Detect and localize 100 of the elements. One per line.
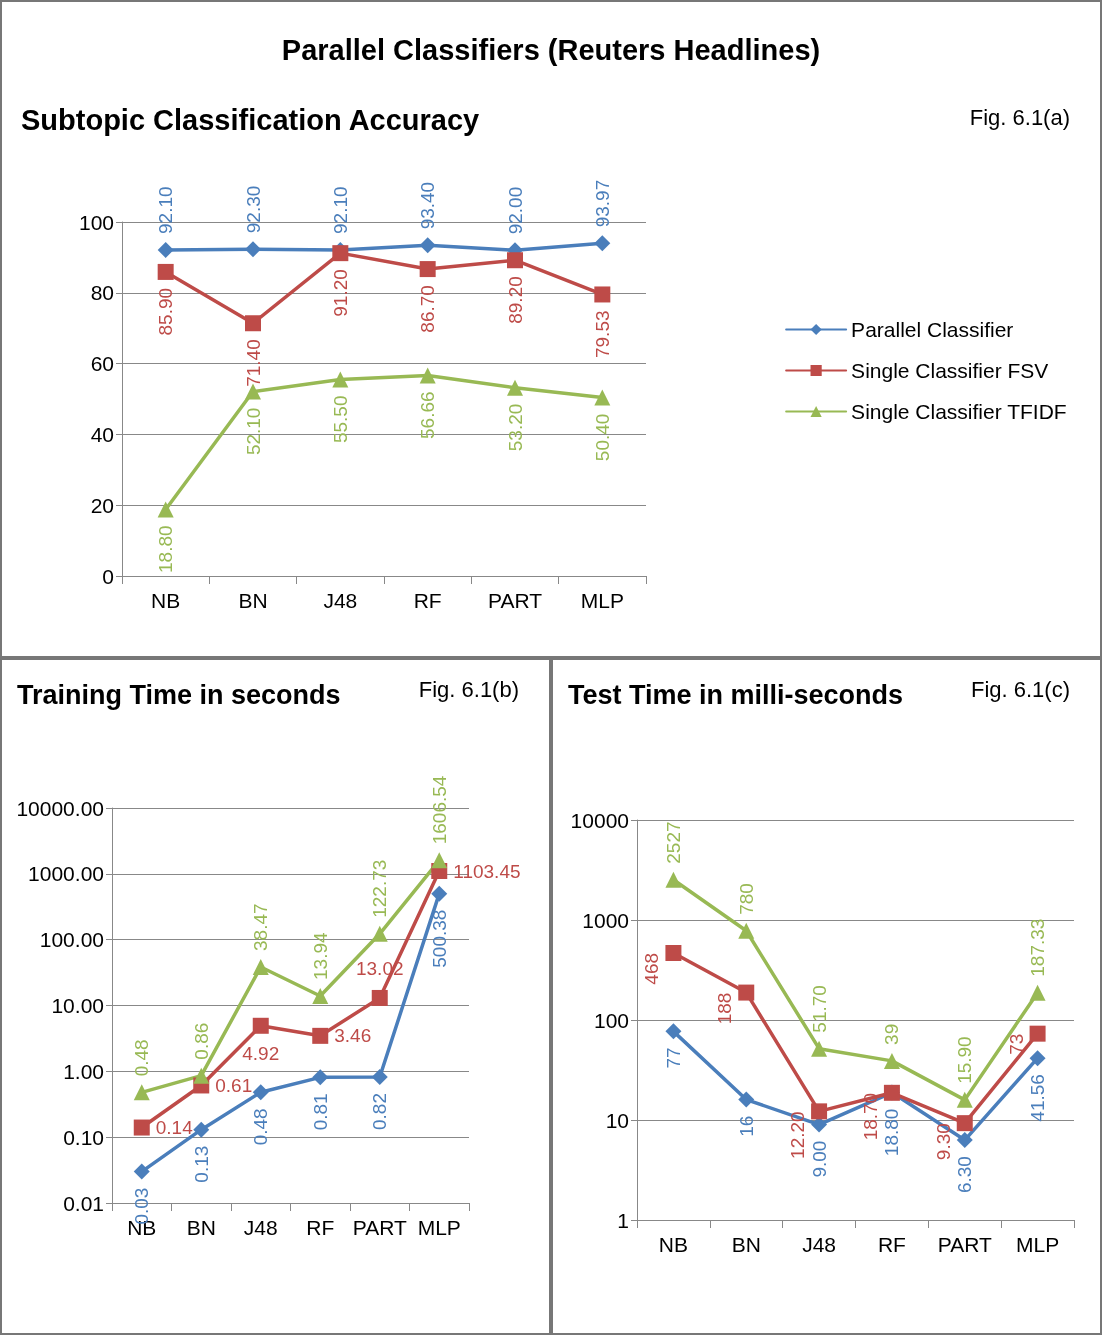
- data-label: 16: [735, 1115, 757, 1137]
- point: [738, 922, 755, 939]
- chart-title: Test Time in milli-seconds: [568, 679, 904, 710]
- point: [1029, 984, 1046, 1001]
- data-label: 92.30: [242, 185, 264, 234]
- legend-label: Parallel Classifier: [851, 318, 1014, 341]
- x-tick-label: BN: [186, 1216, 216, 1239]
- point: [419, 261, 436, 278]
- data-label: 92.10: [155, 186, 177, 234]
- point: [252, 1017, 269, 1034]
- data-label: 52.10: [242, 407, 264, 456]
- data-label: 89.20: [504, 276, 526, 324]
- y-tick-label: 100: [78, 210, 114, 234]
- y-tick-label: 80: [90, 281, 114, 305]
- point: [956, 1091, 973, 1108]
- y-tick-label: 10: [605, 1108, 629, 1132]
- data-label: 77: [662, 1047, 684, 1069]
- data-label: 0.14: [155, 1117, 194, 1139]
- data-label: 92.10: [329, 186, 351, 234]
- data-label: 79.53: [591, 310, 613, 359]
- x-tick-label: BN: [731, 1233, 761, 1256]
- x-tick-label: RF: [877, 1233, 906, 1256]
- data-label: 468: [641, 952, 663, 985]
- y-tick-label: 1000: [582, 908, 629, 932]
- data-label: 18.80: [155, 525, 177, 573]
- data-label: 39: [881, 1023, 903, 1045]
- data-label: 55.50: [329, 395, 351, 444]
- x-tick-label: RF: [413, 589, 442, 612]
- y-tick-label: 100: [593, 1008, 629, 1032]
- point: [1029, 1050, 1046, 1067]
- point: [431, 885, 448, 902]
- data-label: 12.20: [787, 1111, 809, 1159]
- x-tick-label: PART: [352, 1216, 407, 1239]
- point: [371, 925, 388, 942]
- y-tick-label: 40: [90, 422, 114, 446]
- point: [252, 1084, 269, 1101]
- point: [193, 1121, 210, 1138]
- y-tick-label: 100.00: [39, 928, 104, 952]
- y-tick-label: 0.10: [63, 1125, 104, 1149]
- chart-title: Parallel Classifiers (Reuters Headlines): [281, 33, 821, 66]
- x-tick-label: PART: [487, 589, 543, 612]
- point: [371, 1069, 388, 1086]
- caption: Fig. 6.1(b): [418, 676, 520, 702]
- data-label: 187.33: [1027, 918, 1049, 977]
- data-label: 780: [735, 883, 757, 915]
- x-tick-label: MLP: [417, 1216, 461, 1239]
- legend-label: Single Classifier TFIDF: [851, 400, 1067, 423]
- x-tick-label: MLP: [580, 589, 624, 612]
- data-label: 53.20: [504, 403, 526, 452]
- point: [665, 871, 682, 888]
- data-label: 0.81: [309, 1093, 331, 1131]
- x-tick-label: J48: [323, 589, 358, 612]
- point: [665, 1023, 682, 1040]
- x-tick-label: NB: [658, 1233, 689, 1256]
- data-label: 3.46: [334, 1025, 372, 1047]
- data-label: 13.94: [309, 932, 331, 980]
- point: [245, 241, 261, 258]
- caption: Fig. 6.1(c): [970, 676, 1071, 702]
- y-tick-label: 10.00: [51, 994, 104, 1017]
- data-label: 0.13: [190, 1145, 212, 1183]
- data-label: 38.47: [250, 903, 272, 951]
- y-tick-label: 0.01: [63, 1191, 104, 1215]
- point: [883, 1052, 900, 1069]
- point: [507, 379, 523, 396]
- point: [419, 367, 436, 384]
- x-tick-label: J48: [802, 1233, 837, 1256]
- data-label: 15.90: [954, 1036, 976, 1084]
- point: [312, 1069, 329, 1086]
- data-label: 9.30: [932, 1123, 954, 1161]
- y-tick-label: 10000.00: [16, 796, 104, 820]
- data-label: 0.86: [190, 1022, 212, 1060]
- point: [956, 1115, 973, 1132]
- data-label: 9.00: [808, 1140, 830, 1178]
- data-label: 2527: [662, 821, 684, 864]
- data-label: 50.40: [591, 413, 613, 462]
- legend-label: Single Classifier FSV: [851, 359, 1049, 382]
- data-label: 6.30: [954, 1156, 976, 1194]
- data-label: 85.90: [155, 287, 177, 336]
- point: [594, 235, 611, 252]
- y-tick-label: 1000.00: [28, 862, 104, 886]
- data-label: 91.20: [329, 269, 351, 317]
- point: [332, 245, 349, 262]
- y-tick-label: 60: [90, 352, 114, 376]
- point: [431, 852, 448, 869]
- point: [507, 252, 523, 269]
- data-label: 4.92: [242, 1042, 280, 1064]
- x-tick-label: PART: [937, 1233, 992, 1256]
- x-tick-label: NB: [151, 589, 181, 612]
- data-label: 18.80: [881, 1108, 903, 1157]
- point: [157, 501, 174, 518]
- point: [371, 989, 388, 1006]
- point: [252, 958, 269, 975]
- point: [312, 1027, 329, 1044]
- y-tick-label: 10000: [570, 808, 629, 832]
- data-label: 71.40: [242, 339, 264, 387]
- data-label: 93.97: [591, 179, 613, 228]
- point: [133, 1119, 150, 1136]
- data-label: 92.00: [504, 186, 526, 235]
- data-label: 0.82: [369, 1093, 391, 1130]
- y-tick-label: 20: [90, 493, 114, 517]
